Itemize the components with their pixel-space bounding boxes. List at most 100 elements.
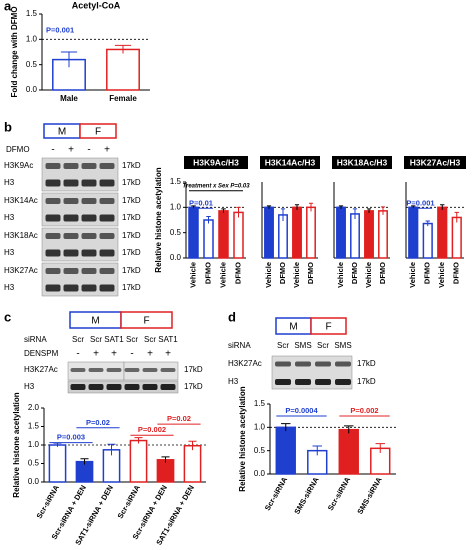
bar: [183, 444, 202, 483]
bar: [264, 206, 274, 259]
error-bar: [425, 220, 430, 227]
error-bar: [454, 211, 459, 223]
blot-band: [45, 233, 61, 239]
x-tick-label: DFMO: [423, 262, 432, 284]
blot-band: [99, 163, 115, 169]
blot-row-label: H3: [4, 283, 15, 292]
x-tick-label: SMS-siRNA: [292, 475, 321, 516]
error-bar: [188, 440, 197, 451]
y-tick-label: 1.5: [254, 399, 266, 408]
lane-label: SAT1: [104, 335, 124, 344]
bar: [378, 210, 388, 259]
bar: [422, 222, 433, 259]
blot-row-label: H3: [4, 248, 15, 257]
x-tick-label: Male: [60, 94, 78, 103]
blot-band: [45, 284, 61, 292]
blot-band: [63, 179, 79, 187]
sign: +: [104, 145, 110, 156]
blot-band: [99, 198, 115, 204]
blot-size: 17kD: [357, 377, 376, 386]
annotation: P=0.001: [46, 26, 74, 35]
blot-size: 17kD: [122, 213, 141, 222]
blot-row-label: H3K9Ac: [4, 161, 33, 170]
bar: [203, 219, 214, 259]
panel-label: a: [4, 0, 12, 13]
error-bar: [344, 425, 354, 434]
blot-row-label: H3K27Ac: [24, 365, 58, 374]
blot-band: [45, 249, 61, 257]
bar: [306, 206, 316, 259]
error-bar: [266, 205, 272, 209]
sign: -: [76, 349, 79, 360]
sign: +: [165, 349, 171, 360]
blot-band: [335, 379, 351, 385]
error-bar: [352, 208, 358, 219]
y-tick-label: 1.0: [26, 34, 38, 43]
y-tick-label: 1.5: [170, 177, 182, 186]
title-box: [332, 156, 392, 169]
blot-row-label: H3K14Ac: [4, 196, 38, 205]
y-axis-label: Fold change with DFMO: [10, 6, 19, 97]
bar: [336, 206, 346, 259]
x-tick-label: DFMO: [278, 262, 287, 284]
sex-box: [120, 311, 173, 329]
blot-band: [275, 361, 291, 367]
blot-band: [45, 214, 61, 222]
sex-box: [310, 317, 347, 335]
chart-title: H3K27Ac/H3: [410, 157, 461, 167]
y-tick-label: 1.5: [26, 9, 38, 18]
blot-band: [45, 268, 61, 274]
blot-band: [81, 179, 97, 187]
blot-band: [315, 361, 331, 367]
blot-band: [81, 198, 97, 204]
blot-band: [142, 368, 158, 372]
bar: [350, 213, 360, 259]
annotation: P=0.001: [406, 198, 434, 207]
blot-size: 17kD: [357, 359, 376, 368]
bar: [156, 459, 175, 483]
sex-label: F: [325, 322, 331, 333]
sirna-label: siRNA: [228, 341, 251, 350]
bar: [278, 214, 288, 259]
blot-size: 17kD: [184, 365, 203, 374]
x-tick-label: Scr-siRNA: [35, 483, 62, 520]
y-tick-label: 1.0: [254, 422, 266, 431]
blot-band: [106, 368, 122, 372]
blot-band: [160, 368, 176, 372]
lane-label: Scr: [126, 335, 138, 344]
blot-band: [45, 179, 61, 187]
blot-band: [63, 233, 79, 239]
blot-row-label: H3: [4, 213, 15, 222]
blot-band: [99, 249, 115, 257]
bar: [233, 211, 244, 259]
chart-title: H3K18Ac/H3: [337, 157, 388, 167]
blot-row-label: H3K18Ac: [4, 231, 38, 240]
bar: [129, 439, 148, 483]
error-bar: [80, 458, 89, 465]
error-bar: [60, 51, 78, 68]
error-bar: [281, 423, 291, 432]
blot-row-label: H3: [24, 382, 35, 391]
x-tick-label: DFMO: [350, 262, 359, 284]
panel-label: d: [228, 309, 236, 324]
bar: [364, 210, 374, 259]
blot-band: [63, 198, 79, 204]
sign: +: [93, 349, 99, 360]
lane-label: Scr: [317, 341, 329, 350]
blot-size: 17kD: [122, 266, 141, 275]
sign: -: [87, 145, 90, 156]
lane-label: SAT1: [158, 335, 178, 344]
y-tick-label: 1.0: [28, 440, 40, 449]
blot-band: [295, 379, 311, 385]
lane-label: Scr: [72, 335, 84, 344]
blot-row-label: H3K27Ac: [228, 359, 262, 368]
error-bar: [53, 442, 62, 447]
blot-size: 17kD: [122, 248, 141, 257]
blot-band: [81, 163, 97, 169]
error-bar: [380, 206, 386, 215]
error-bar: [206, 215, 211, 224]
error-bar: [440, 204, 445, 210]
sign: +: [68, 145, 74, 156]
blot-band: [142, 384, 158, 390]
title-box: [404, 156, 466, 169]
